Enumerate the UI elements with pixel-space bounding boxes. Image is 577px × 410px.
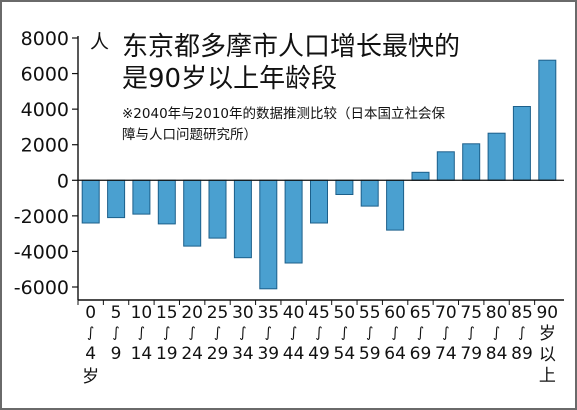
x-category-top: 70 [435, 303, 457, 323]
x-category-bottom: 64 [384, 344, 406, 364]
x-category-tilde: ∫ [518, 325, 525, 341]
x-category-bottom: 74 [435, 344, 457, 364]
x-category-bottom: 14 [131, 344, 153, 364]
x-category-bottom: 54 [334, 344, 356, 364]
y-tick-label: -6000 [14, 277, 69, 299]
x-category-top: 0 [85, 303, 96, 323]
bar-15 [462, 143, 481, 181]
x-category-bottom: 39 [257, 344, 279, 364]
chart-title-line-2: 是90岁以上年龄段 [122, 64, 337, 94]
x-category-top: 75 [460, 303, 482, 323]
x-category-suffix: 岁 [82, 367, 99, 387]
bar-12 [386, 179, 405, 231]
y-tick-label: 0 [57, 170, 69, 192]
x-category-tilde: ∫ [493, 325, 500, 341]
x-category-labels: 0 ∫ 4 岁 5 ∫ 9 10 ∫ 14 15 ∫ 19 20 ∫ 24 25 ∫ 29 30 ∫ 34 35 ∫ 39 40 ∫… [82, 303, 558, 387]
bar-13 [411, 171, 430, 181]
x-category-top: 60 [384, 303, 406, 323]
y-tick-label: 6000 [21, 64, 69, 86]
bar-7 [259, 179, 278, 290]
x-category-top: 10 [131, 303, 153, 323]
x-category-top: 25 [207, 303, 229, 323]
x-category-bottom: 9 [111, 344, 122, 364]
x-category-suffix: 上 [539, 366, 556, 386]
x-category-bottom: 29 [207, 344, 229, 364]
y-tick-label: -2000 [14, 206, 69, 228]
chart-note-line-1: ※2040年与2010年的数据推测比较（日本国立社会保 [122, 106, 446, 122]
x-category-bottom: 34 [232, 344, 254, 364]
x-category-top: 80 [486, 303, 508, 323]
unit-label: 人 [90, 31, 109, 53]
bar-16 [487, 132, 506, 181]
x-category-bottom: 84 [486, 344, 508, 364]
x-category-bottom: 24 [181, 344, 203, 364]
x-category-tilde: ∫ [189, 325, 196, 341]
x-category-bottom: 4 [85, 344, 96, 364]
chart-note-line-2: 障与人口问题研究所） [122, 127, 257, 143]
x-category-top: 55 [359, 303, 381, 323]
x-category-bottom: 79 [460, 344, 482, 364]
bar-9 [310, 179, 328, 224]
bar-10 [335, 179, 354, 196]
x-category-bottom: 19 [156, 344, 178, 364]
x-category-top: 45 [308, 303, 330, 323]
x-category-bottom: 44 [283, 344, 305, 364]
x-category-tilde: ∫ [417, 325, 424, 341]
x-category-tilde: ∫ [265, 325, 272, 341]
bar-8 [284, 179, 303, 264]
x-category-tilde: ∫ [468, 325, 475, 341]
x-category-top: 85 [511, 303, 533, 323]
x-category-bottom: 89 [511, 344, 533, 364]
x-category-tilde: ∫ [290, 325, 297, 341]
x-category-suffix: 岁 [539, 324, 556, 344]
bar-6 [233, 179, 252, 259]
y-tick-label: 4000 [21, 99, 69, 121]
x-category-top: 35 [257, 303, 279, 323]
bar-2 [132, 179, 151, 215]
x-category-tilde: ∫ [239, 325, 246, 341]
x-category-tilde: ∫ [163, 325, 170, 341]
x-category-suffix: 以 [539, 345, 556, 365]
y-tick-labels: -6000 -4000 -2000 0 2000 4000 6000 8000 [14, 28, 69, 299]
x-category-tilde: ∫ [442, 325, 449, 341]
x-category-top: 30 [232, 303, 254, 323]
bar-0 [81, 179, 100, 224]
axis-layer [72, 36, 564, 305]
x-category-top: 50 [334, 303, 356, 323]
x-category-bottom: 59 [359, 344, 381, 364]
x-category-tilde: ∫ [87, 325, 94, 341]
bar-17 [512, 106, 531, 181]
bar-1 [107, 179, 126, 219]
x-category-tilde: ∫ [366, 325, 373, 341]
bar-4 [183, 179, 202, 247]
y-tick-label: 2000 [21, 135, 69, 157]
x-category-tilde: ∫ [138, 325, 145, 341]
bars-layer [81, 59, 557, 290]
x-category-tilde: ∫ [214, 325, 221, 341]
x-category-top: 15 [156, 303, 178, 323]
x-category-tilde: ∫ [112, 325, 119, 341]
y-tick-label: -4000 [14, 241, 69, 263]
x-category-top: 65 [410, 303, 432, 323]
x-category-top: 40 [283, 303, 305, 323]
x-category-tilde: ∫ [341, 325, 348, 341]
bar-11 [360, 179, 379, 207]
x-category-bottom: 49 [308, 344, 330, 364]
bar-5 [208, 179, 227, 239]
bar-3 [157, 179, 176, 225]
x-category-top: 20 [181, 303, 203, 323]
x-category-tilde: ∫ [391, 325, 398, 341]
x-category-tilde: ∫ [315, 325, 322, 341]
bar-18 [538, 59, 557, 181]
chart-title-line-1: 东京都多摩市人口增长最快的 [122, 32, 460, 62]
x-category-top: 5 [111, 303, 122, 323]
y-tick-label: 8000 [21, 28, 69, 50]
x-category-top: 90 [536, 303, 558, 323]
x-category-bottom: 69 [410, 344, 432, 364]
bar-14 [436, 151, 455, 181]
